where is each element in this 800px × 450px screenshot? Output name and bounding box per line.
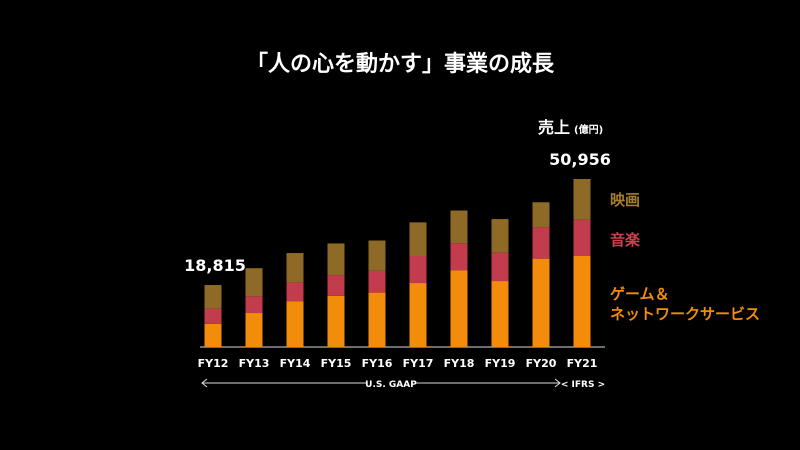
- bar-music-fy20: [532, 227, 550, 259]
- bar-music-fy15: [327, 275, 345, 296]
- x-tick-label: FY21: [567, 357, 598, 370]
- unit-label-text: 売上: [538, 118, 571, 137]
- bar-game-fy12: [204, 323, 222, 347]
- x-tick-label: FY12: [198, 357, 229, 370]
- x-tick-label: FY18: [444, 357, 475, 370]
- x-tick-label: FY14: [280, 357, 311, 370]
- legend-game-line1: ゲーム＆: [610, 285, 670, 303]
- bar-music-fy17: [409, 256, 427, 284]
- legend-music: 音楽: [610, 231, 641, 249]
- bar-movie-fy17: [409, 222, 427, 257]
- legend-game-line2: ネットワークサービス: [610, 305, 761, 323]
- arrow-left-head-icon: [201, 378, 208, 388]
- ifrs-label: < IFRS >: [561, 380, 605, 390]
- unit-sub-label: (億円): [574, 125, 604, 136]
- unit-label: 売上 (億円): [538, 114, 603, 138]
- bar-music-fy13: [245, 296, 263, 314]
- x-tick-label: FY17: [403, 357, 434, 370]
- data-label-fy21: 50,956: [549, 150, 611, 169]
- bar-game-fy16: [368, 292, 386, 347]
- bar-music-fy12: [204, 308, 222, 324]
- bar-movie-fy18: [450, 210, 468, 244]
- bar-movie-fy19: [491, 219, 509, 253]
- x-tick-label: FY15: [321, 357, 352, 370]
- bar-movie-fy14: [286, 253, 304, 283]
- bar-music-fy19: [491, 252, 509, 282]
- bar-movie-fy12: [204, 285, 222, 309]
- data-label-fy12: 18,815: [184, 256, 246, 275]
- bar-game-fy14: [286, 301, 304, 347]
- bar-music-fy18: [450, 243, 468, 271]
- bar-game-fy13: [245, 313, 263, 347]
- bar-game-fy19: [491, 281, 509, 347]
- legend-movie: 映画: [610, 191, 641, 209]
- x-tick-label: FY19: [485, 357, 516, 370]
- bar-game-fy20: [532, 258, 550, 347]
- bar-game-fy17: [409, 283, 427, 347]
- bar-music-fy21: [573, 219, 591, 257]
- gaap-label: U.S. GAAP: [365, 380, 417, 390]
- x-tick-label: FY16: [362, 357, 393, 370]
- bar-movie-fy13: [245, 268, 263, 297]
- x-tick-label: FY20: [526, 357, 557, 370]
- arrow-right-head-icon: [554, 378, 561, 388]
- bar-movie-fy20: [532, 202, 550, 228]
- slide-title: 「人の心を動かす」事業の成長: [245, 52, 554, 77]
- bar-game-fy18: [450, 270, 468, 347]
- bar-movie-fy16: [368, 240, 386, 271]
- bar-game-fy15: [327, 295, 345, 347]
- bar-game-fy21: [573, 256, 591, 347]
- bar-movie-fy21: [573, 179, 591, 220]
- x-tick-label: FY13: [239, 357, 270, 370]
- legend-game: ゲーム＆ ネットワークサービス: [610, 284, 760, 324]
- bar-music-fy14: [286, 282, 304, 302]
- bar-movie-fy15: [327, 243, 345, 276]
- bar-music-fy16: [368, 270, 386, 293]
